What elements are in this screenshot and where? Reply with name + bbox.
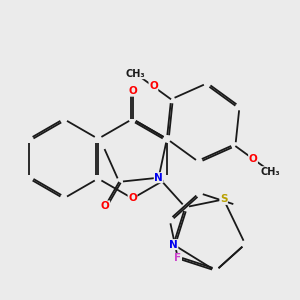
Text: S: S — [220, 194, 227, 204]
Text: CH₃: CH₃ — [261, 167, 280, 177]
Text: O: O — [128, 86, 137, 96]
Text: F: F — [174, 254, 182, 263]
Text: N: N — [154, 173, 163, 183]
Text: O: O — [128, 194, 137, 203]
Text: CH₃: CH₃ — [126, 69, 146, 79]
Text: O: O — [101, 201, 110, 211]
Text: N: N — [169, 240, 178, 250]
Text: O: O — [149, 82, 158, 92]
Text: O: O — [249, 154, 257, 164]
